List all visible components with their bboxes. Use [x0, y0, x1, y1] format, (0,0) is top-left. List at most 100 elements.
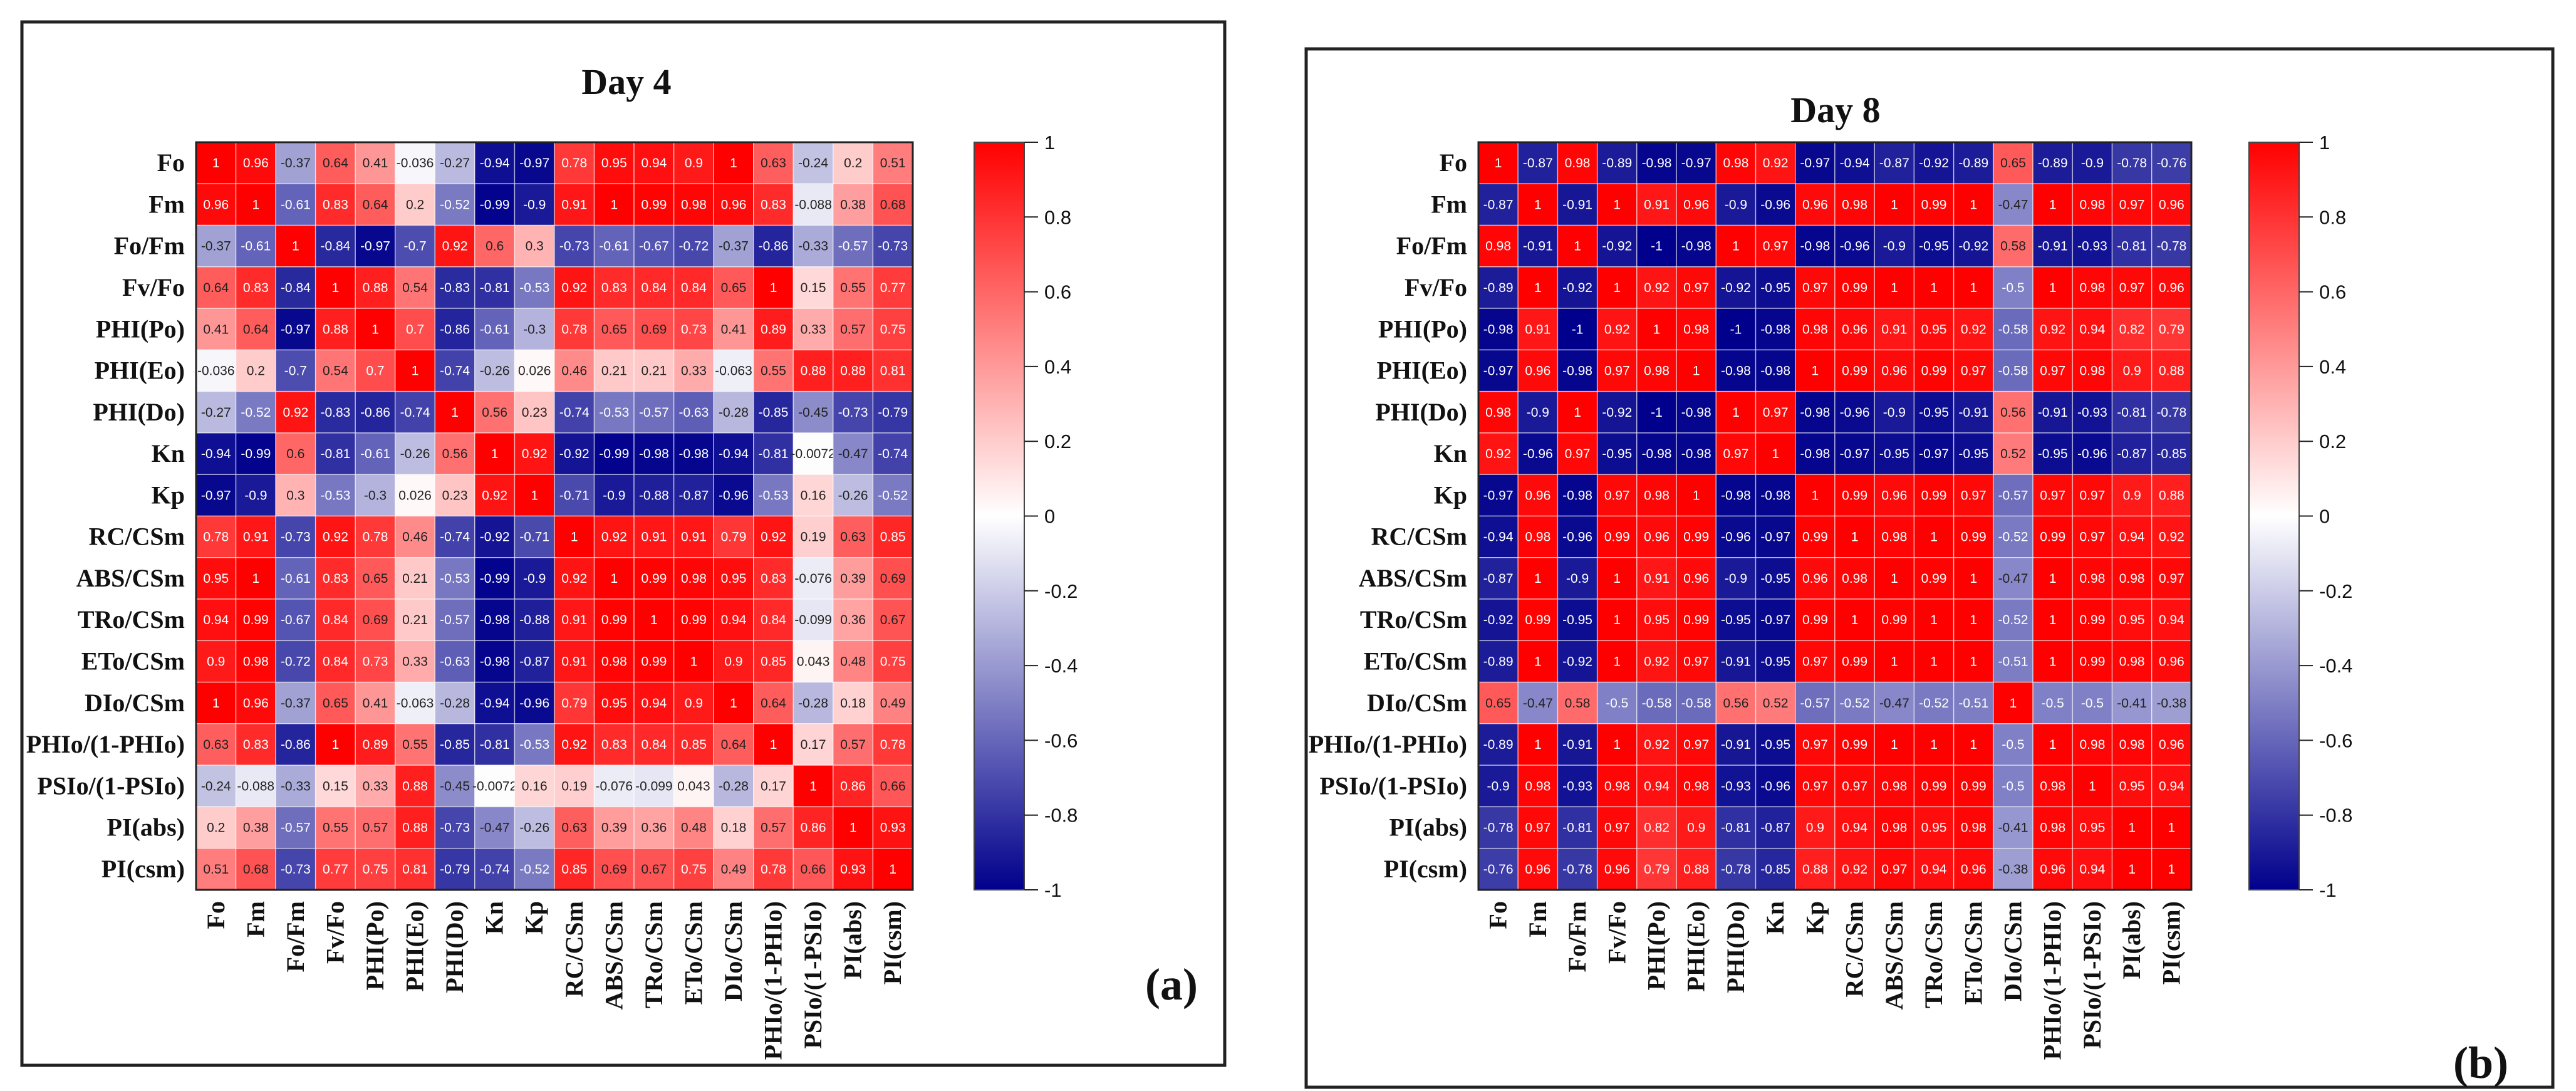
colorbar-tick-label: 1 [1044, 132, 1055, 154]
cell-value-label: 0.98 [1644, 364, 1670, 378]
cell-value-label: 0.97 [2040, 364, 2065, 378]
heatmap-cell [1953, 806, 1994, 849]
cell-value-label: -0.24 [201, 779, 231, 793]
cell-value-label: 0.99 [1921, 488, 1947, 503]
cell-value-label: -0.53 [519, 738, 549, 752]
heatmap-cell [275, 349, 316, 392]
row-label: PSIo/(1-PSIo) [37, 771, 185, 800]
heatmap-cell [514, 723, 555, 766]
cell-value-label: 1 [1772, 447, 1779, 461]
heatmap-cell [833, 349, 874, 392]
heatmap-cell [235, 266, 276, 309]
cell-value-label: 0.41 [363, 696, 388, 711]
cell-value-label: -0.81 [321, 447, 351, 461]
row-label: ABS/CSm [76, 564, 185, 592]
heatmap-cell [395, 308, 436, 351]
cell-value-label: -0.81 [759, 447, 789, 461]
cell-value-label: 0.48 [681, 821, 707, 835]
heatmap-cell [195, 308, 237, 351]
heatmap-cell [195, 515, 237, 558]
cell-value-label: -0.89 [1483, 654, 1514, 669]
cell-value-label: 0.98 [1525, 779, 1550, 793]
heatmap-cell [355, 681, 396, 724]
cell-value-label: 0.97 [1604, 821, 1630, 835]
heatmap-cell [872, 349, 913, 392]
heatmap-cell [792, 390, 834, 434]
cell-value-label: 0.96 [721, 197, 747, 212]
cell-value-label: 1 [1891, 197, 1898, 212]
cell-value-label: 1 [1891, 738, 1898, 752]
cell-value-label: 1 [1930, 654, 1938, 669]
cell-value-label: 0.97 [1763, 405, 1789, 420]
cell-value-label: 0.2 [207, 821, 225, 835]
cell-value-label: -1 [1651, 405, 1663, 420]
heatmap-cell [474, 806, 516, 849]
heatmap-cell [2032, 183, 2074, 226]
cell-value-label: 0.7 [366, 364, 384, 378]
heatmap-cell [2151, 390, 2192, 434]
cell-value-label: 0.82 [2119, 322, 2145, 337]
cell-value-label: 0.64 [761, 696, 786, 711]
cell-value-label: 1 [2168, 821, 2176, 835]
heatmap-cell [792, 515, 834, 558]
colorbar-tick-label: 0 [1044, 506, 1055, 528]
cell-value-label: -0.61 [480, 322, 510, 337]
cell-value-label: 0.92 [482, 488, 507, 503]
column-label: PHI(Eo) [401, 901, 429, 991]
heatmap-cell [673, 847, 714, 890]
cell-value-label: -0.97 [1919, 447, 1949, 461]
cell-value-label: 0.23 [522, 405, 548, 420]
heatmap-cell [1636, 432, 1677, 475]
heatmap-cell [872, 806, 913, 849]
heatmap-cell [434, 349, 475, 392]
heatmap-cell [1596, 723, 1638, 766]
cell-value-label: 0.69 [601, 862, 627, 877]
column-label: ETo/CSm [679, 901, 707, 1005]
heatmap-cell [1557, 515, 1598, 558]
cell-value-label: -0.3 [523, 322, 546, 337]
heatmap-cell [2032, 557, 2074, 600]
cell-value-label: 0.18 [840, 696, 866, 711]
cell-value-label: 0.85 [561, 862, 587, 877]
cell-value-label: -0.9 [1527, 405, 1549, 420]
cell-value-label: 0.77 [323, 862, 348, 877]
row-label: PSIo/(1-PSIo) [1319, 771, 1467, 800]
cell-value-label: 1 [1891, 281, 1898, 295]
cell-value-label: 0.97 [1763, 239, 1789, 254]
heatmap-cell [833, 640, 874, 683]
cell-value-label: 0.55 [840, 281, 866, 295]
heatmap-cell [753, 390, 794, 434]
heatmap-cell [314, 390, 356, 434]
cell-value-label: -0.89 [2038, 156, 2068, 170]
cell-value-label: 0.21 [402, 572, 428, 586]
cell-value-label: -0.47 [1998, 572, 2028, 586]
heatmap-cell [2032, 432, 2074, 475]
heatmap-cell [1636, 765, 1677, 808]
cell-value-label: -0.52 [1998, 530, 2028, 545]
cell-value-label: 0.83 [761, 197, 786, 212]
heatmap-cell [2072, 515, 2113, 558]
cell-value-label: 0.15 [323, 779, 348, 793]
colorbar-tick-label: 0.4 [1044, 356, 1071, 378]
heatmap-cell [514, 640, 555, 683]
cell-value-label: 0.83 [243, 281, 269, 295]
cell-value-label: 0.88 [402, 779, 428, 793]
cell-value-label: 0.95 [721, 572, 747, 586]
heatmap-cell [1517, 515, 1559, 558]
cell-value-label: 0.66 [801, 862, 826, 877]
heatmap-cell [1834, 308, 1875, 351]
cell-value-label: 0.88 [1802, 862, 1828, 877]
heatmap-cell [554, 390, 595, 434]
cell-value-label: 1 [371, 322, 379, 337]
cell-value-label: 0.99 [641, 572, 667, 586]
cell-value-label: 0.91 [561, 654, 587, 669]
heatmap-cell [2111, 349, 2153, 392]
cell-value-label: 0.95 [2119, 613, 2145, 627]
heatmap-cell [1517, 681, 1559, 724]
cell-value-label: -0.98 [1800, 447, 1830, 461]
cell-value-label: 0.94 [721, 613, 747, 627]
cell-value-label: 0.55 [323, 821, 348, 835]
heatmap-cell [1596, 183, 1638, 226]
heatmap-cell [434, 474, 475, 517]
cell-value-label: -0.87 [1523, 156, 1553, 170]
